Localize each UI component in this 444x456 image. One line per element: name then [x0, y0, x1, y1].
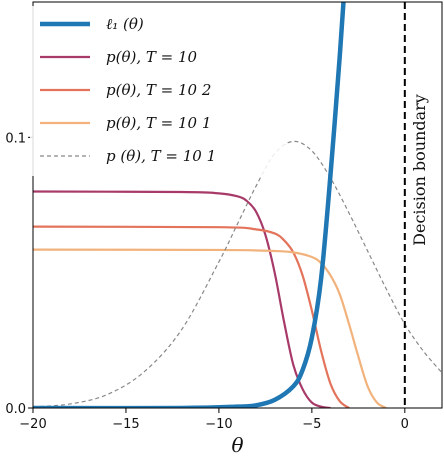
series-line-3 — [33, 248, 387, 408]
series-line-0 — [33, 2, 346, 408]
x-tick-label: −20 — [19, 417, 46, 432]
y-tick-label: 0.0 — [5, 402, 26, 417]
decision-boundary-label: Decision boundary — [410, 94, 429, 246]
legend-entry-2: p(θ), T = 10 2 — [106, 81, 211, 99]
legend-entry-3: p(θ), T = 10 1 — [106, 114, 211, 132]
x-tick-label: −15 — [112, 417, 139, 432]
series-line-4 — [33, 140, 442, 408]
legend-entry-1: p(θ), T = 10 — [106, 48, 198, 66]
annotation-layer: Decision boundary — [403, 2, 429, 408]
y-tick-label: 0.1 — [5, 131, 26, 146]
axes-layer: −20 −15 −10 −5 0 0.0 0.1 θ — [5, 1, 443, 456]
x-tick-label: 0 — [401, 417, 409, 432]
x-axis-label: θ — [231, 433, 243, 456]
plot-frame — [32, 1, 443, 409]
series-line-2 — [33, 225, 350, 408]
legend-entry-4: p (θ), T = 10 1 — [106, 147, 216, 165]
series-line-1 — [33, 190, 331, 408]
x-tick-label: −5 — [302, 417, 321, 432]
x-tick-label: −10 — [205, 417, 232, 432]
legend-entry-0: ℓ₁ (θ) — [106, 15, 144, 33]
legend: ℓ₁ (θ) p(θ), T = 10 p(θ), T = 10 2 p(θ), T … — [30, 6, 285, 176]
